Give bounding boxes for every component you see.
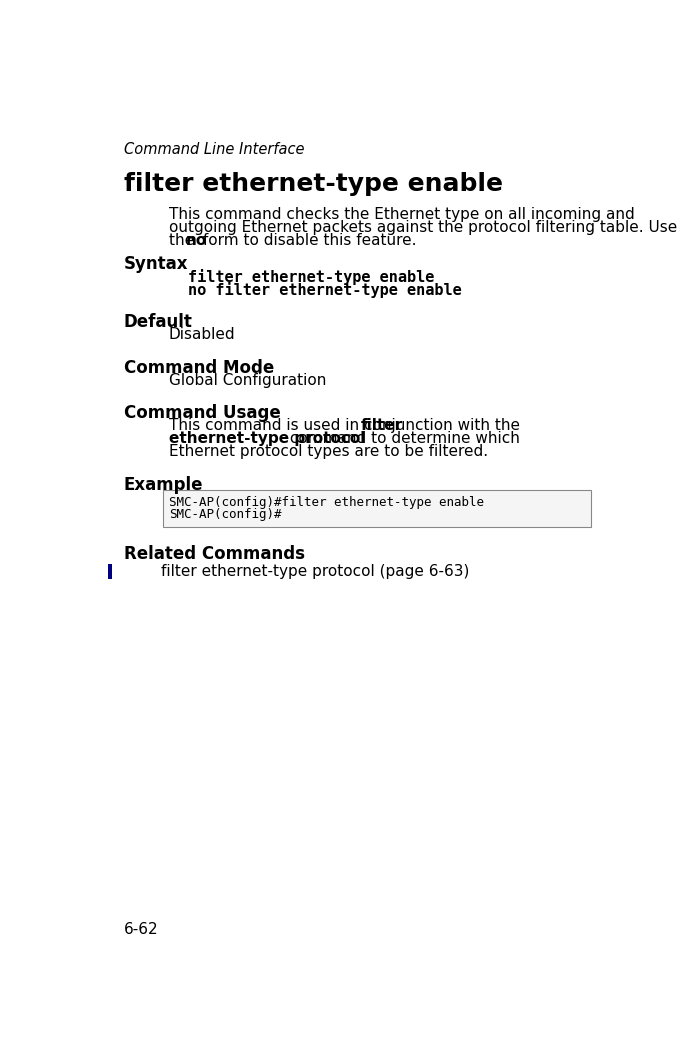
Text: outgoing Ethernet packets against the protocol filtering table. Use: outgoing Ethernet packets against the pr… — [169, 220, 677, 236]
Text: no filter ethernet-type enable: no filter ethernet-type enable — [188, 282, 462, 298]
Text: Disabled: Disabled — [169, 327, 235, 342]
Text: Default: Default — [124, 313, 192, 331]
Text: filter: filter — [361, 418, 403, 433]
Text: the: the — [169, 234, 199, 248]
Text: filter ethernet-type enable: filter ethernet-type enable — [188, 268, 435, 285]
Bar — [162, 489, 592, 527]
Text: Syntax: Syntax — [124, 255, 188, 272]
Text: This command checks the Ethernet type on all incoming and: This command checks the Ethernet type on… — [169, 207, 635, 222]
Text: Command Line Interface: Command Line Interface — [124, 142, 304, 157]
Text: filter ethernet-type protocol (page 6-63): filter ethernet-type protocol (page 6-63… — [161, 564, 470, 579]
Text: 6-62: 6-62 — [124, 923, 158, 937]
Text: SMC-AP(config)#: SMC-AP(config)# — [169, 508, 281, 521]
Text: Command Mode: Command Mode — [124, 359, 274, 377]
Text: no: no — [186, 234, 207, 248]
Text: Related Commands: Related Commands — [124, 545, 305, 563]
Text: Ethernet protocol types are to be filtered.: Ethernet protocol types are to be filter… — [169, 444, 488, 460]
Text: ethernet-type protocol: ethernet-type protocol — [169, 431, 365, 446]
Text: This command is used in conjunction with the: This command is used in conjunction with… — [169, 418, 525, 433]
Text: SMC-AP(config)#filter ethernet-type enable: SMC-AP(config)#filter ethernet-type enab… — [169, 495, 484, 509]
Bar — [108, 564, 112, 579]
Text: Command Usage: Command Usage — [124, 404, 281, 422]
Text: form to disable this feature.: form to disable this feature. — [198, 234, 416, 248]
Text: Example: Example — [124, 476, 204, 493]
Text: Global Configuration: Global Configuration — [169, 372, 326, 387]
Text: command to determine which: command to determine which — [285, 431, 520, 446]
Text: filter ethernet-type enable: filter ethernet-type enable — [124, 173, 503, 197]
